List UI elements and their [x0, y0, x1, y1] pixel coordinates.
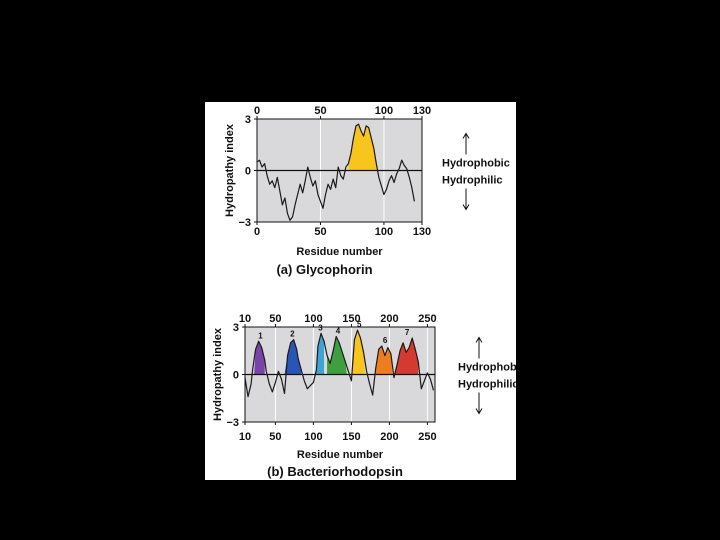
y-tick-label: −3	[226, 417, 239, 429]
segment-label-3: 3	[318, 323, 323, 332]
x-tick-label-bottom: 0	[254, 226, 260, 238]
hydrophobic-segment-7	[393, 338, 419, 375]
segment-label-5: 5	[357, 320, 362, 329]
hydrophobic-label: Hydrophobic	[458, 362, 516, 374]
segment-label-6: 6	[383, 336, 388, 345]
x-tick-label-top: 10	[239, 313, 251, 325]
hydropathy-line	[256, 123, 415, 221]
y-tick-label: 0	[233, 370, 239, 382]
segment-label-4: 4	[336, 327, 341, 336]
down-arrow-icon	[462, 204, 470, 211]
x-tick-label-top: 0	[254, 105, 260, 117]
x-tick-label-bottom: 130	[413, 226, 431, 238]
x-tick-label-top: 250	[418, 313, 436, 325]
up-arrow-icon	[475, 336, 483, 343]
x-tick-label-top: 50	[269, 313, 281, 325]
x-tick-label-top: 200	[380, 313, 398, 325]
x-tick-label-bottom: 50	[314, 226, 326, 238]
x-tick-label-bottom: 100	[304, 431, 322, 443]
x-tick-label-top: 130	[413, 105, 431, 117]
segment-label-2: 2	[290, 330, 295, 339]
y-tick-label: 0	[245, 166, 251, 178]
y-tick-label: 3	[245, 114, 251, 126]
down-arrow-icon	[475, 408, 483, 415]
chart-2: 1 2 3 4 5 6 7 10 10 50 50 100 100 150 150 200 200 250 250 3…	[212, 313, 516, 479]
x-tick-label-bottom: 200	[380, 431, 398, 443]
segment-label-7: 7	[405, 328, 410, 337]
x-tick-label-top: 100	[304, 313, 322, 325]
x-tick-label-top: 150	[342, 313, 360, 325]
x-tick-label-top: 50	[314, 105, 326, 117]
hydrophobic-segment-6	[375, 346, 393, 375]
x-tick-label-bottom: 150	[342, 431, 360, 443]
figure-panel: 0 0 50 50 100 100 130 130 3 0 −3 Residue number Hydr…	[205, 102, 516, 480]
chart-caption: (a) Glycophorin	[276, 262, 372, 277]
x-tick-label-top: 100	[375, 105, 393, 117]
x-tick-label-bottom: 100	[375, 226, 393, 238]
y-axis-title: Hydropathy index	[212, 327, 224, 421]
y-axis-title: Hydropathy index	[224, 123, 236, 217]
x-tick-label-bottom: 50	[269, 431, 281, 443]
hydropathy-line	[244, 329, 435, 398]
segment-label-1: 1	[258, 331, 263, 340]
hydrophobic-segment-4	[327, 336, 347, 375]
x-axis-title: Residue number	[297, 449, 384, 461]
up-arrow-icon	[462, 132, 470, 139]
x-axis-title: Residue number	[296, 246, 383, 258]
y-tick-label: −3	[238, 217, 251, 229]
x-tick-label-bottom: 250	[418, 431, 436, 443]
hydrophilic-label: Hydrophilic	[442, 175, 503, 187]
hydrophobic-segment-1	[348, 124, 377, 171]
y-tick-label: 3	[233, 322, 239, 334]
hydrophilic-label: Hydrophilic	[458, 379, 516, 391]
x-tick-label-bottom: 10	[239, 431, 251, 443]
chart-caption: (b) Bacteriorhodopsin	[267, 464, 403, 479]
hydrophobic-label: Hydrophobic	[442, 158, 510, 170]
